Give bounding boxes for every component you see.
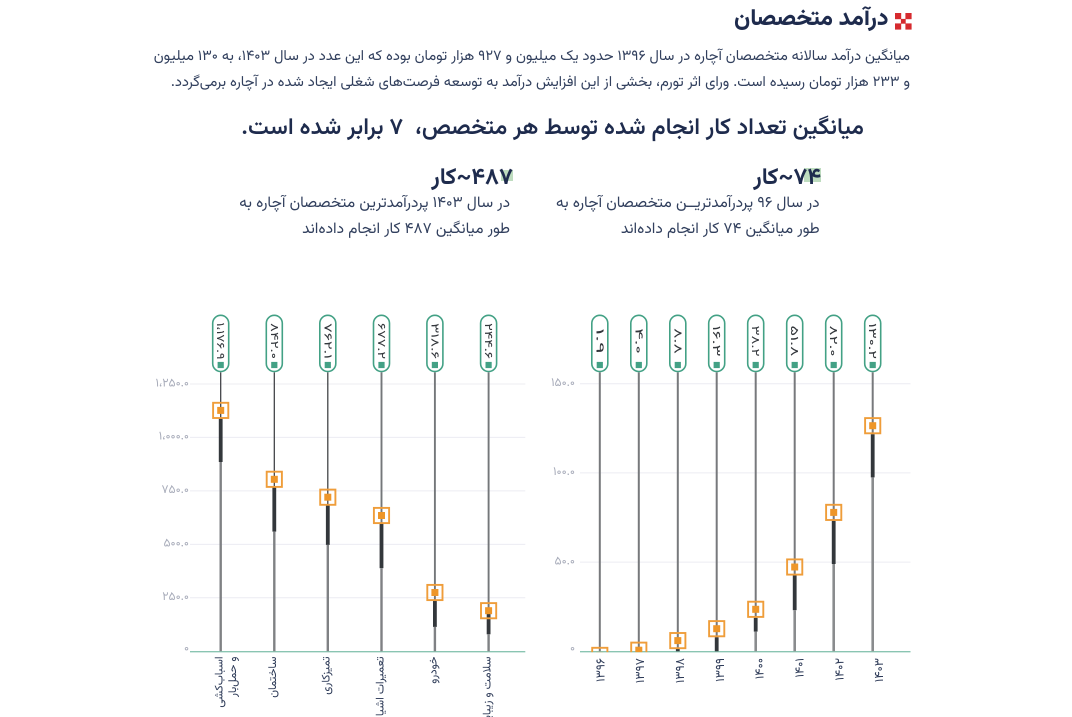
- svg-text:۱۳۹۷: ۱۳۹۷: [631, 658, 651, 683]
- svg-text:خودرو: خودرو: [426, 656, 444, 683]
- svg-text:۱،۲۵۰.۰: ۱،۲۵۰.۰: [156, 375, 189, 393]
- svg-text:۱۶.۳: ۱۶.۳: [707, 326, 724, 357]
- svg-text:۰: ۰: [570, 641, 575, 659]
- svg-text:۵۰.۰: ۵۰.۰: [555, 553, 575, 571]
- svg-text:۶۷۷.۲: ۶۷۷.۲: [372, 323, 389, 359]
- svg-text:۱۳۰.۲: ۱۳۰.۲: [863, 323, 880, 359]
- svg-text:۷۶۲.۱: ۷۶۲.۱: [318, 323, 335, 359]
- svg-text:۵۰۰.۰: ۵۰۰.۰: [163, 536, 189, 554]
- svg-text:۷۵۰.۰: ۷۵۰.۰: [161, 482, 189, 500]
- svg-text:۳۱۸.۶: ۳۱۸.۶: [425, 323, 442, 359]
- svg-text:ساختمان: ساختمان: [265, 657, 283, 698]
- svg-text:۸۲.۰: ۸۲.۰: [824, 326, 841, 357]
- svg-text:۱۴۰۱: ۱۴۰۱: [791, 658, 811, 678]
- svg-text:۳۸.۲: ۳۸.۲: [746, 326, 763, 357]
- svg-text:۸۴۲.۰: ۸۴۲.۰: [265, 323, 282, 359]
- svg-text:۲۴۴.۶: ۲۴۴.۶: [479, 323, 496, 359]
- svg-text:۲۵۰.۰: ۲۵۰.۰: [162, 589, 189, 607]
- svg-text:۱۴۰۰: ۱۴۰۰: [751, 658, 771, 679]
- svg-text:اسباب‌کشی: اسباب‌کشی: [212, 657, 230, 708]
- svg-text:۱.۹: ۱.۹: [590, 328, 607, 354]
- svg-text:۰: ۰: [184, 641, 189, 659]
- svg-text:۱،۱۷۶.۹: ۱،۱۷۶.۹: [211, 323, 228, 360]
- svg-text:و حمل‌بار: و حمل‌بار: [225, 657, 243, 699]
- svg-text:۱۳۹۹: ۱۳۹۹: [711, 658, 731, 682]
- svg-text:تمیزکاری: تمیزکاری: [319, 656, 337, 695]
- svg-text:۱۳۹۶: ۱۳۹۶: [591, 658, 611, 682]
- svg-text:۵۱.۸: ۵۱.۸: [785, 326, 802, 358]
- svg-text:سلامت و زیبایی: سلامت و زیبایی: [479, 657, 497, 717]
- svg-text:۱۳۹۸: ۱۳۹۸: [671, 658, 691, 683]
- svg-text:۸.۸: ۸.۸: [668, 328, 685, 355]
- svg-text:۱۴۰۳: ۱۴۰۳: [870, 658, 890, 682]
- svg-text:۱۰۰.۰: ۱۰۰.۰: [553, 464, 575, 482]
- svg-text:۴.۰: ۴.۰: [629, 328, 646, 354]
- svg-text:۱،۰۰۰.۰: ۱،۰۰۰.۰: [159, 429, 189, 447]
- svg-text:۱۵۰.۰: ۱۵۰.۰: [551, 375, 575, 393]
- svg-text:تعمیرات اشیا: تعمیرات اشیا: [372, 656, 390, 716]
- svg-text:۱۴۰۲: ۱۴۰۲: [830, 658, 850, 681]
